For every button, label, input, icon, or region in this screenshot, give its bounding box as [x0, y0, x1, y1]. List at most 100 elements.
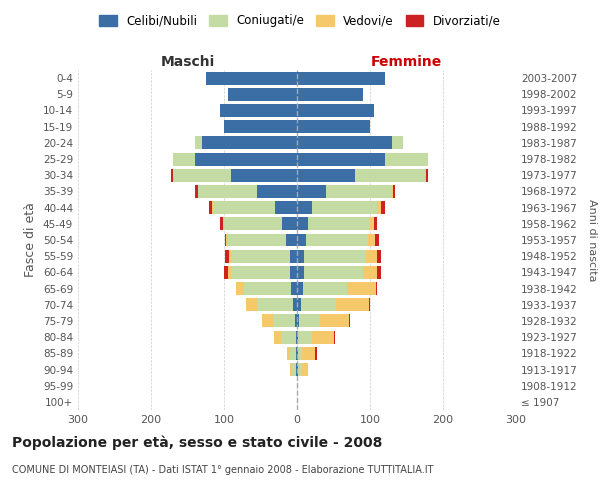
Bar [223, 218, 224, 230]
Bar [334, 330, 335, 344]
Bar [224, 120, 297, 133]
Bar [381, 201, 385, 214]
Bar [308, 218, 370, 230]
Bar [199, 185, 257, 198]
Bar [297, 185, 326, 198]
Text: COMUNE DI MONTEIASI (TA) - Dati ISTAT 1° gennaio 2008 - Elaborazione TUTTITALIA.: COMUNE DI MONTEIASI (TA) - Dati ISTAT 1°… [12, 465, 433, 475]
Bar [320, 314, 349, 328]
Bar [297, 363, 298, 376]
Bar [297, 250, 304, 262]
Bar [297, 88, 363, 101]
Text: Femmine: Femmine [371, 55, 442, 69]
Bar [304, 266, 363, 279]
Bar [376, 282, 377, 295]
Bar [303, 282, 347, 295]
Bar [297, 104, 374, 117]
Bar [220, 218, 223, 230]
Bar [274, 330, 281, 344]
Bar [349, 314, 350, 328]
Bar [297, 298, 301, 311]
Bar [295, 314, 297, 328]
Bar [302, 347, 315, 360]
Bar [298, 347, 302, 360]
Bar [368, 234, 375, 246]
Bar [315, 347, 317, 360]
Bar [195, 185, 199, 198]
Bar [225, 234, 226, 246]
Bar [290, 266, 297, 279]
Bar [299, 314, 320, 328]
Bar [306, 234, 368, 246]
Bar [368, 298, 370, 311]
Bar [355, 169, 425, 181]
Bar [311, 201, 377, 214]
Bar [296, 330, 297, 344]
Bar [257, 185, 297, 198]
Bar [375, 234, 379, 246]
Bar [287, 347, 290, 360]
Bar [296, 363, 297, 376]
Bar [297, 152, 385, 166]
Y-axis label: Fasce di età: Fasce di età [25, 202, 37, 278]
Bar [173, 169, 232, 181]
Bar [301, 298, 335, 311]
Bar [246, 298, 257, 311]
Bar [257, 298, 293, 311]
Bar [227, 88, 297, 101]
Bar [209, 201, 212, 214]
Bar [262, 314, 273, 328]
Bar [392, 136, 403, 149]
Bar [297, 218, 308, 230]
Bar [297, 120, 370, 133]
Bar [347, 282, 376, 295]
Bar [195, 136, 202, 149]
Bar [297, 347, 298, 360]
Bar [172, 169, 173, 181]
Bar [377, 250, 381, 262]
Bar [297, 72, 385, 85]
Bar [385, 152, 428, 166]
Bar [195, 152, 297, 166]
Bar [226, 250, 229, 262]
Bar [297, 266, 304, 279]
Bar [335, 298, 368, 311]
Bar [202, 136, 297, 149]
Bar [232, 169, 297, 181]
Bar [206, 72, 297, 85]
Bar [297, 330, 298, 344]
Text: Popolazione per età, sesso e stato civile - 2008: Popolazione per età, sesso e stato civil… [12, 435, 382, 450]
Bar [297, 314, 299, 328]
Bar [286, 234, 297, 246]
Bar [273, 314, 295, 328]
Bar [392, 185, 394, 198]
Bar [367, 250, 377, 262]
Bar [281, 330, 296, 344]
Bar [224, 218, 283, 230]
Bar [290, 347, 296, 360]
Bar [236, 282, 244, 295]
Bar [244, 282, 291, 295]
Bar [283, 218, 297, 230]
Bar [290, 363, 292, 376]
Bar [229, 250, 232, 262]
Bar [226, 234, 227, 246]
Bar [377, 201, 381, 214]
Bar [363, 266, 377, 279]
Bar [311, 330, 334, 344]
Bar [220, 104, 297, 117]
Bar [297, 201, 311, 214]
Bar [297, 136, 392, 149]
Y-axis label: Anni di nascita: Anni di nascita [587, 198, 597, 281]
Bar [297, 282, 303, 295]
Bar [293, 298, 297, 311]
Bar [292, 363, 296, 376]
Bar [290, 250, 297, 262]
Bar [291, 282, 297, 295]
Bar [304, 250, 367, 262]
Bar [232, 266, 290, 279]
Bar [213, 201, 275, 214]
Bar [173, 152, 195, 166]
Bar [426, 169, 428, 181]
Bar [425, 169, 426, 181]
Bar [374, 218, 377, 230]
